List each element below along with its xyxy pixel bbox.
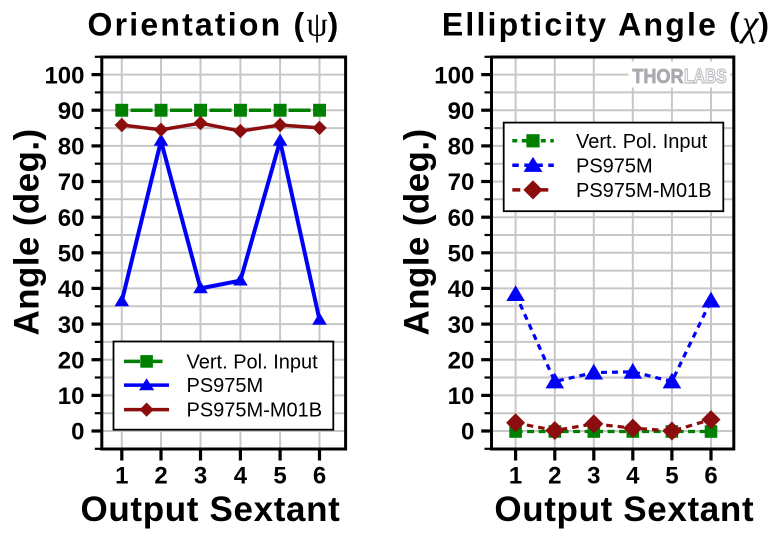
svg-text:50: 50 [58, 241, 85, 268]
svg-text:4: 4 [234, 463, 248, 490]
svg-text:60: 60 [58, 205, 85, 232]
svg-text:THOR: THOR [632, 66, 684, 88]
svg-text:3: 3 [587, 463, 600, 490]
svg-text:PS975M-M01B: PS975M-M01B [187, 400, 323, 422]
svg-text:LABS: LABS [684, 66, 727, 88]
svg-text:90: 90 [448, 98, 475, 125]
svg-text:Angle (deg.): Angle (deg.) [398, 128, 437, 335]
svg-text:20: 20 [58, 347, 85, 374]
svg-text:0: 0 [71, 419, 84, 446]
svg-text:40: 40 [448, 276, 475, 303]
svg-text:100: 100 [44, 62, 84, 89]
svg-text:1: 1 [115, 463, 128, 490]
svg-text:Angle (deg.): Angle (deg.) [8, 128, 47, 335]
svg-text:40: 40 [58, 276, 85, 303]
svg-text:10: 10 [58, 383, 85, 410]
svg-text:50: 50 [448, 241, 475, 268]
svg-text:3: 3 [194, 463, 207, 490]
svg-text:PS975M: PS975M [187, 375, 264, 397]
svg-text:Ellipticity Angle (χ): Ellipticity Angle (χ) [442, 4, 771, 45]
svg-text:20: 20 [448, 347, 475, 374]
svg-text:0: 0 [461, 419, 474, 446]
svg-text:1: 1 [509, 463, 522, 490]
svg-text:70: 70 [448, 169, 475, 196]
svg-text:PS975M: PS975M [576, 155, 653, 177]
svg-text:4: 4 [626, 463, 640, 490]
svg-text:6: 6 [313, 463, 326, 490]
svg-text:PS975M-M01B: PS975M-M01B [576, 180, 712, 202]
svg-text:Output Sextant: Output Sextant [494, 490, 754, 529]
svg-text:Orientation (ψ): Orientation (ψ) [88, 7, 341, 44]
svg-text:80: 80 [448, 134, 475, 161]
svg-text:70: 70 [58, 169, 85, 196]
svg-text:2: 2 [548, 463, 561, 490]
svg-text:5: 5 [273, 463, 286, 490]
svg-text:80: 80 [58, 134, 85, 161]
svg-text:2: 2 [154, 463, 167, 490]
svg-text:6: 6 [704, 463, 717, 490]
svg-text:10: 10 [448, 383, 475, 410]
svg-text:Output Sextant: Output Sextant [81, 490, 341, 529]
svg-text:30: 30 [58, 312, 85, 339]
svg-text:60: 60 [448, 205, 475, 232]
svg-text:Vert. Pol. Input: Vert. Pol. Input [187, 351, 319, 373]
svg-text:30: 30 [448, 312, 475, 339]
svg-text:5: 5 [665, 463, 678, 490]
svg-text:100: 100 [434, 62, 474, 89]
svg-text:Vert. Pol. Input: Vert. Pol. Input [576, 131, 708, 153]
svg-text:90: 90 [58, 98, 85, 125]
